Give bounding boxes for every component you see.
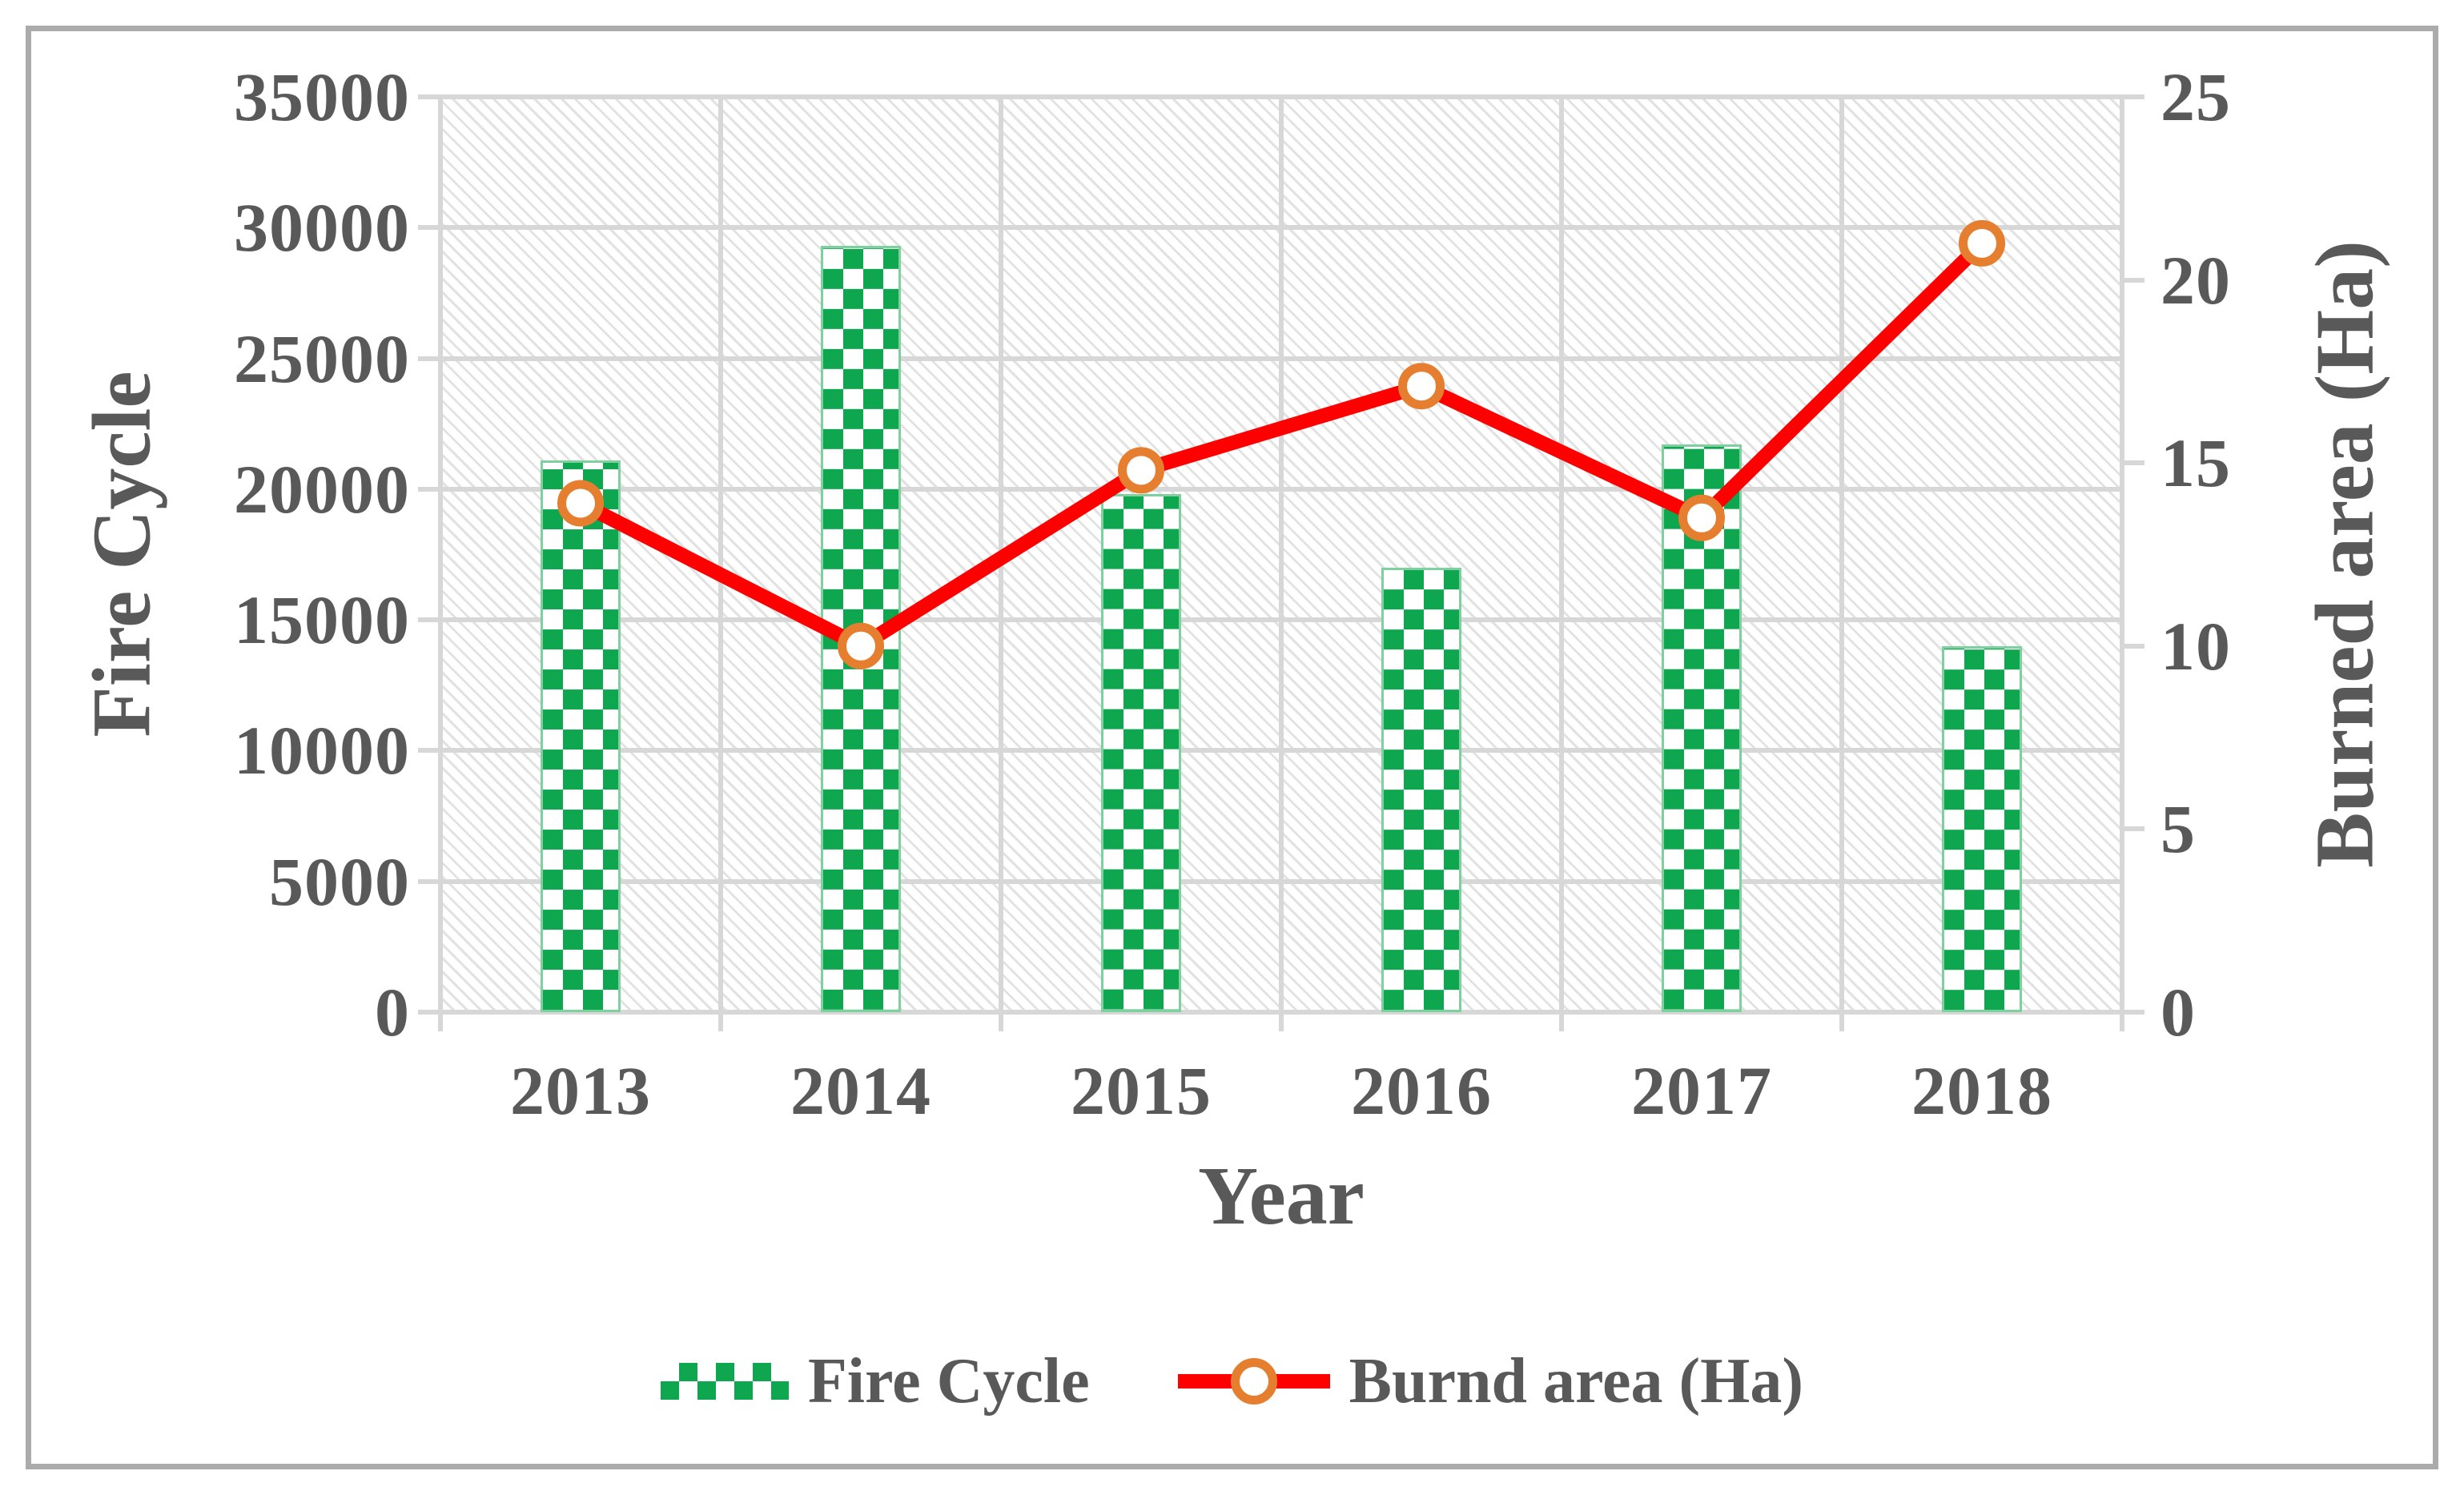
x-axis-category-label: 2016: [1351, 1052, 1492, 1129]
right-axis-tick: [2122, 826, 2144, 832]
x-axis-tick: [1279, 1012, 1284, 1031]
right-axis-tick-label: 5: [2161, 790, 2196, 868]
gridline-vertical: [2120, 97, 2124, 1012]
left-axis-tick-label: 5000: [269, 842, 410, 920]
left-axis-tick-label: 20000: [234, 450, 410, 528]
right-axis-tick: [2122, 277, 2144, 283]
line-path: [577, 238, 1988, 653]
left-axis-tick: [418, 617, 440, 623]
right-axis-tick: [2122, 460, 2144, 466]
right-axis-title: Burned area (Ha): [2298, 240, 2391, 868]
fire-cycle-swatch-icon: [660, 1363, 789, 1400]
left-axis-tick: [418, 486, 440, 492]
x-axis-tick: [999, 1012, 1003, 1031]
data-point-marker-2018: [1959, 219, 2005, 267]
bar-2018: [1942, 645, 2022, 1012]
left-axis-tick: [418, 748, 440, 754]
right-axis-tick: [2122, 643, 2144, 649]
x-axis-title: Year: [1198, 1150, 1365, 1242]
data-point-marker-2016: [1398, 363, 1445, 410]
x-axis-category-label: 2018: [1911, 1052, 2052, 1129]
data-point-marker-2015: [1118, 447, 1164, 494]
left-axis-tick: [418, 878, 440, 884]
left-axis-title: Fire Cycle: [75, 371, 168, 737]
right-axis-tick-label: 15: [2161, 424, 2231, 502]
left-axis-tick-label: 25000: [234, 319, 410, 397]
x-axis-category-label: 2015: [1071, 1052, 1212, 1129]
x-axis-category-label: 2014: [790, 1052, 931, 1129]
legend-label-burnd-area: Burnd area (Ha): [1349, 1346, 1804, 1417]
bar-2013: [541, 460, 621, 1012]
figure-border: [26, 26, 2438, 1469]
left-axis-tick-label: 10000: [234, 712, 410, 790]
right-axis-tick-label: 20: [2161, 241, 2231, 319]
x-axis-tick: [718, 1012, 723, 1031]
data-point-marker-2017: [1678, 494, 1725, 541]
burnd-area-line-series: [557, 219, 2005, 669]
bar-2015: [1101, 494, 1181, 1012]
x-axis-tick: [438, 1012, 443, 1031]
x-axis-tick: [1839, 1012, 1844, 1031]
x-axis-tick: [1559, 1012, 1564, 1031]
right-axis-tick: [2122, 1010, 2144, 1015]
left-axis-tick: [418, 225, 440, 231]
gridline-vertical: [438, 97, 443, 1012]
data-point-marker-2014: [838, 622, 884, 669]
left-axis-tick-label: 30000: [234, 189, 410, 267]
legend: Fire Cycle Burnd area (Ha): [0, 1329, 2464, 1433]
left-axis-tick-label: 35000: [234, 58, 410, 135]
x-axis-tick: [2120, 1012, 2124, 1031]
bar-2016: [1381, 567, 1461, 1012]
left-axis-tick: [418, 1010, 440, 1015]
right-axis-tick-label: 25: [2161, 58, 2231, 135]
x-axis-category-label: 2013: [510, 1052, 651, 1129]
line-marker-swatch-icon: [1177, 1358, 1330, 1405]
gridline-vertical: [1559, 97, 1564, 1012]
left-axis-tick: [418, 356, 440, 361]
right-axis-tick-label: 10: [2161, 607, 2231, 685]
legend-item-fire-cycle: Fire Cycle: [660, 1345, 1090, 1417]
right-axis-tick: [2122, 94, 2144, 99]
legend-label-fire-cycle: Fire Cycle: [807, 1346, 1090, 1417]
data-point-marker-2013: [557, 480, 604, 527]
left-axis-tick-label: 0: [375, 974, 410, 1051]
left-axis-tick: [418, 94, 440, 99]
x-axis-category-label: 2017: [1631, 1052, 1772, 1129]
gridline-vertical: [1279, 97, 1284, 1012]
left-axis-tick-label: 15000: [234, 581, 410, 659]
legend-item-burnd-area: Burnd area (Ha): [1177, 1345, 1804, 1417]
gridline-vertical: [1839, 97, 1844, 1012]
right-axis-tick-label: 0: [2161, 974, 2196, 1051]
gridline-vertical: [718, 97, 723, 1012]
